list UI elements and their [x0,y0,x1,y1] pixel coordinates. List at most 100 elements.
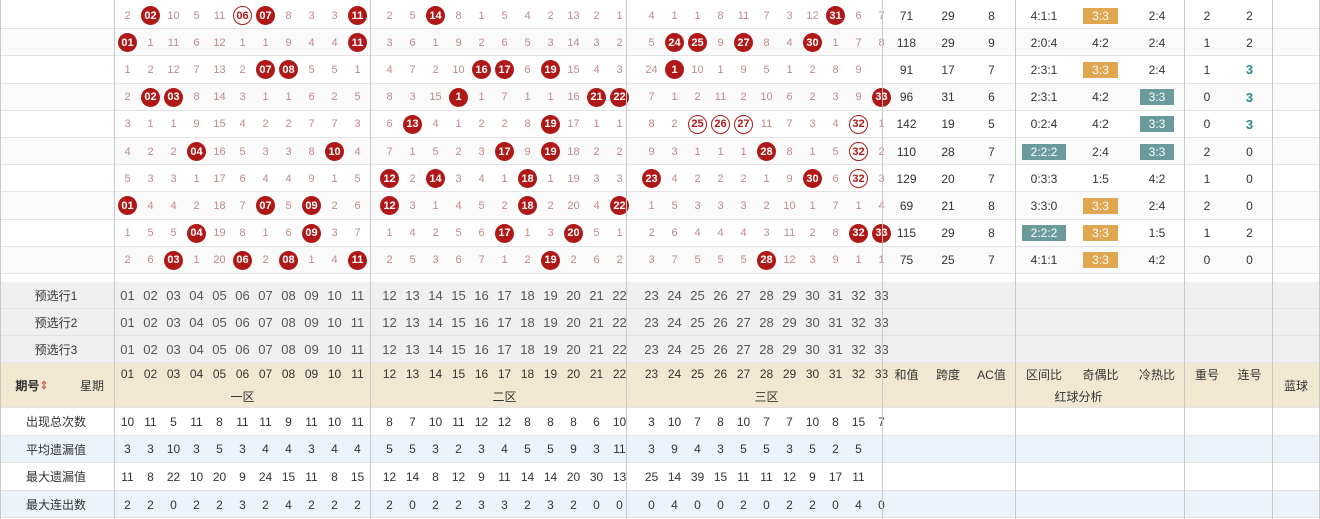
pick-number[interactable]: 30 [805,342,820,357]
pick-number[interactable]: 16 [474,315,489,330]
pick-number[interactable]: 10 [327,315,342,330]
pick-number[interactable]: 12 [382,342,397,357]
pick-number[interactable]: 02 [143,342,158,357]
pick-number[interactable]: 33 [870,282,893,309]
pick-number[interactable]: 06 [235,342,250,357]
pick-number[interactable]: 12 [382,315,397,330]
pick-number[interactable]: 32 [851,342,866,357]
pick-number[interactable]: 18 [520,342,535,357]
pick-number[interactable]: 25 [690,342,705,357]
pick-number[interactable]: 08 [281,288,296,303]
pick-number[interactable]: 15 [451,288,466,303]
pick-number[interactable]: 28 [759,288,774,303]
pick-number[interactable]: 16 [474,288,489,303]
pick-number[interactable]: 30 [805,315,820,330]
pick-number[interactable]: 20 [566,288,581,303]
pick-number[interactable]: 17 [497,288,512,303]
pick-number[interactable]: 26 [713,315,728,330]
pick-number[interactable]: 07 [258,315,273,330]
pick-number[interactable]: 05 [212,342,227,357]
pick-number[interactable]: 08 [281,342,296,357]
pick-number[interactable]: 04 [189,315,204,330]
pick-number[interactable]: 18 [520,315,535,330]
pick-number[interactable]: 29 [782,288,797,303]
pick-number[interactable]: 03 [166,315,181,330]
pick-number[interactable]: 32 [851,288,866,303]
pick-number[interactable]: 01 [120,288,135,303]
pick-number[interactable]: 21 [589,288,604,303]
pick-number[interactable]: 09 [304,342,319,357]
pick-number[interactable]: 07 [258,342,273,357]
pick-number[interactable]: 19 [543,315,558,330]
pick-number[interactable]: 29 [782,315,797,330]
pick-number[interactable]: 22 [612,342,627,357]
pick-number[interactable]: 04 [189,342,204,357]
pick-number[interactable]: 25 [690,288,705,303]
pick-number[interactable]: 19 [543,342,558,357]
pick-number[interactable]: 31 [828,342,843,357]
pick-number[interactable]: 07 [258,288,273,303]
pick-number[interactable]: 17 [497,342,512,357]
pick-number[interactable]: 03 [166,342,181,357]
pick-number[interactable]: 06 [235,288,250,303]
pick-number[interactable]: 16 [474,342,489,357]
pick-number[interactable]: 04 [189,288,204,303]
pick-number[interactable]: 29 [782,342,797,357]
pick-number[interactable]: 01 [120,342,135,357]
pick-number[interactable]: 02 [143,288,158,303]
pick-number[interactable]: 14 [428,288,443,303]
pick-number[interactable]: 32 [851,315,866,330]
pick-number[interactable]: 05 [212,288,227,303]
pick-number[interactable]: 19 [543,288,558,303]
pick-number[interactable]: 11 [350,315,365,330]
pick-number[interactable]: 28 [759,315,774,330]
pick-number[interactable]: 09 [304,288,319,303]
pick-number[interactable]: 14 [428,342,443,357]
pick-number[interactable]: 06 [235,315,250,330]
pick-number[interactable]: 13 [405,315,420,330]
pick-number[interactable]: 20 [566,315,581,330]
pick-number[interactable]: 23 [644,288,659,303]
pick-number[interactable]: 11 [350,288,365,303]
pick-number[interactable]: 02 [143,315,158,330]
pick-number[interactable]: 27 [736,288,751,303]
pick-number[interactable]: 10 [327,342,342,357]
pick-number[interactable]: 13 [405,342,420,357]
pick-number[interactable]: 22 [612,315,627,330]
pick-number[interactable]: 24 [667,315,682,330]
pick-number[interactable]: 20 [566,342,581,357]
pick-number[interactable]: 28 [759,342,774,357]
pick-number[interactable]: 13 [405,288,420,303]
pick-number[interactable]: 33 [870,336,893,363]
pick-number[interactable]: 05 [212,315,227,330]
pick-number[interactable]: 09 [304,315,319,330]
sort-arrows-icon[interactable]: ⇕ [39,380,49,392]
pick-number[interactable]: 22 [612,288,627,303]
pick-number[interactable]: 23 [644,342,659,357]
pick-number[interactable]: 11 [350,342,365,357]
pick-number[interactable]: 21 [589,315,604,330]
pick-number[interactable]: 10 [327,288,342,303]
pick-number[interactable]: 14 [428,315,443,330]
pick-number[interactable]: 25 [690,315,705,330]
pick-number[interactable]: 26 [713,342,728,357]
pick-number[interactable]: 17 [497,315,512,330]
pick-number[interactable]: 03 [166,288,181,303]
pick-number[interactable]: 24 [667,342,682,357]
pick-number[interactable]: 31 [828,315,843,330]
pick-number[interactable]: 21 [589,342,604,357]
pick-number[interactable]: 27 [736,342,751,357]
pick-number[interactable]: 18 [520,288,535,303]
pick-number[interactable]: 15 [451,315,466,330]
pick-number[interactable]: 12 [382,288,397,303]
pick-number[interactable]: 23 [644,315,659,330]
pick-number[interactable]: 33 [870,309,893,336]
pick-number[interactable]: 27 [736,315,751,330]
pick-number[interactable]: 08 [281,315,296,330]
pick-number[interactable]: 15 [451,342,466,357]
pick-number[interactable]: 01 [120,315,135,330]
pick-number[interactable]: 30 [805,288,820,303]
pick-number[interactable]: 26 [713,288,728,303]
pick-number[interactable]: 31 [828,288,843,303]
issue-header[interactable]: 期号 ⇕ [4,363,60,408]
